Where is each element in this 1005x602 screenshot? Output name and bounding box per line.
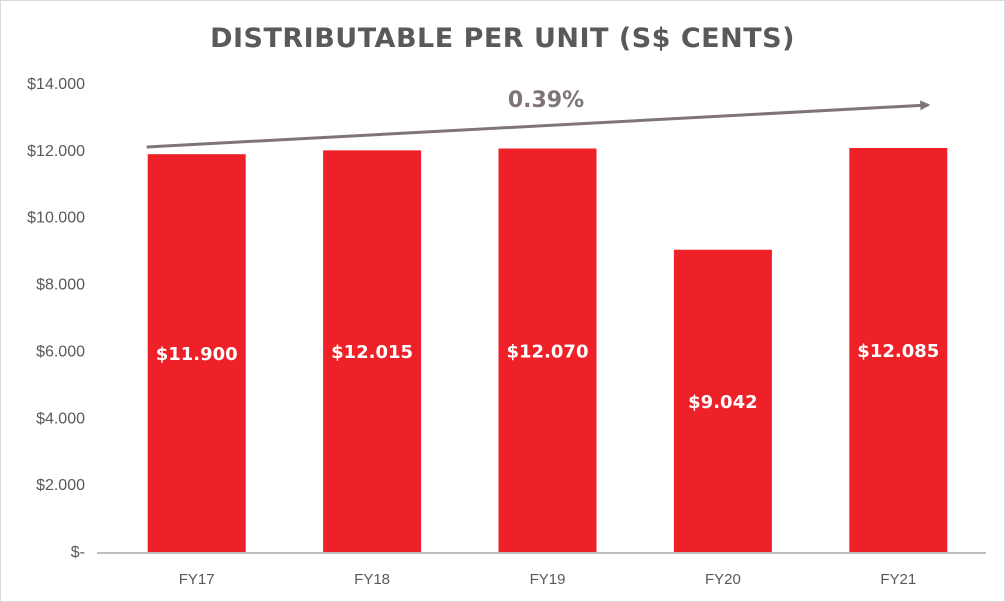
bars xyxy=(147,148,948,552)
x-axis-labels: FY17 FY18 FY19 FY20 FY21 xyxy=(179,571,916,588)
y-tick-label: $2.000 xyxy=(36,477,85,494)
bar-fy18 xyxy=(323,150,422,552)
data-label-fy19: $12.070 xyxy=(507,341,589,362)
bar-fy19 xyxy=(498,148,597,552)
chart-title: DISTRIBUTABLE PER UNIT (S$ CENTS) xyxy=(210,23,795,54)
y-tick-label: $6.000 xyxy=(36,343,85,360)
y-tick-label: $12.000 xyxy=(27,143,85,160)
data-label-fy18: $12.015 xyxy=(331,342,413,363)
y-tick-label: $4.000 xyxy=(36,410,85,427)
y-tick-label: $10.000 xyxy=(27,210,85,227)
trend-label: 0.39% xyxy=(508,88,584,113)
y-tick-label: $8.000 xyxy=(36,277,85,294)
x-tick-label: FY19 xyxy=(530,571,566,588)
trend-arrow xyxy=(146,100,931,149)
data-labels: $11.900 $12.015 $12.070 $9.042 $12.085 xyxy=(156,341,940,413)
data-label-fy20: $9.042 xyxy=(688,392,757,413)
x-tick-label: FY17 xyxy=(179,571,215,588)
x-tick-label: FY21 xyxy=(880,571,916,588)
y-tick-label: $14.000 xyxy=(27,76,85,93)
y-tick-label: $- xyxy=(71,544,85,561)
y-axis-labels: $- $2.000 $4.000 $6.000 $8.000 $10.000 $12.000… xyxy=(27,76,85,561)
x-tick-label: FY18 xyxy=(354,571,390,588)
data-label-fy17: $11.900 xyxy=(156,344,238,365)
x-tick-label: FY20 xyxy=(705,571,741,588)
bar-fy17 xyxy=(147,154,246,552)
bar-fy21 xyxy=(849,148,948,552)
data-label-fy21: $12.085 xyxy=(857,341,939,362)
bar-fy20 xyxy=(673,249,772,552)
